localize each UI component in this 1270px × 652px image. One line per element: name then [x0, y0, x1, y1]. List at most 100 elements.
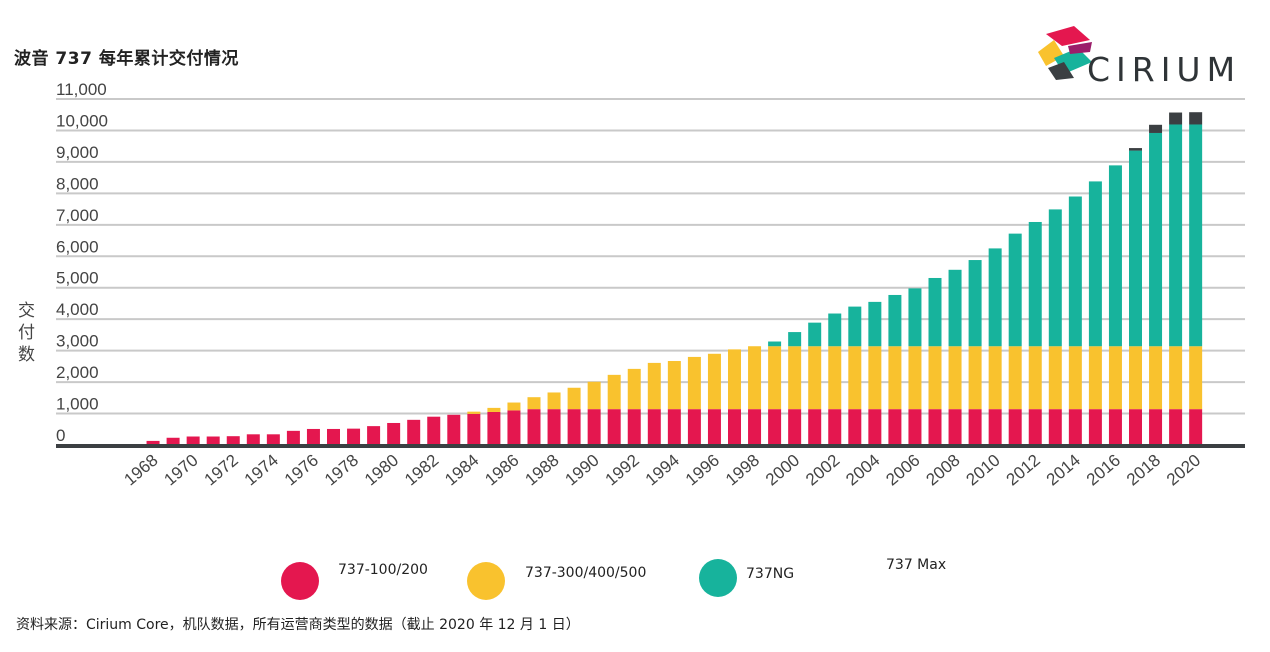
bar-segment: [1008, 346, 1022, 410]
bar-segment: [667, 409, 681, 445]
bar-segment: [1048, 409, 1062, 445]
bar-segment: [1149, 409, 1163, 445]
y-tick-label: 2,000: [56, 363, 99, 382]
bar-segment: [1048, 209, 1062, 347]
x-tick-label: 1968: [120, 451, 161, 490]
bar-segment: [1108, 165, 1122, 347]
bar-segment: [1088, 409, 1102, 445]
y-tick-label: 9,000: [56, 143, 99, 162]
legend-label: 737 Max: [886, 557, 947, 573]
bar-segment: [928, 409, 942, 445]
bar-segment: [547, 392, 561, 410]
bar-segment: [848, 306, 862, 347]
bar-segment: [1028, 221, 1042, 347]
x-tick-label: 2008: [922, 451, 963, 490]
bar-segment: [968, 260, 982, 347]
x-tick-label: 1998: [722, 451, 763, 490]
bar-segment: [387, 422, 401, 445]
chart-title: 波音 737 每年累计交付情况: [14, 49, 239, 69]
bar-segment: [828, 346, 842, 410]
bar-segment: [1189, 124, 1203, 347]
x-tick-label: 1984: [441, 451, 482, 490]
bar-segment: [507, 402, 521, 411]
y-tick-label: 3,000: [56, 332, 99, 351]
x-tick-label: 2006: [882, 451, 923, 490]
bar-segment: [407, 419, 421, 445]
bar-segment: [1149, 346, 1163, 410]
x-tick-label: 1986: [481, 451, 522, 490]
x-tick-label: 1976: [281, 451, 322, 490]
bar-segment: [186, 436, 200, 445]
bar-segment: [607, 409, 621, 445]
bar-segment: [1088, 346, 1102, 410]
bar-segment: [667, 361, 681, 410]
bar-segment: [687, 356, 701, 410]
legend-label: 737NG: [746, 566, 795, 582]
bar-segment: [968, 409, 982, 445]
bar-segment: [768, 341, 782, 347]
x-tick-label: 2018: [1123, 451, 1164, 490]
bar-segment: [567, 409, 581, 445]
bar-segment: [888, 294, 902, 347]
bar-segment: [768, 346, 782, 410]
bar-segment: [246, 434, 260, 445]
x-tick-label: 1990: [562, 451, 603, 490]
bar-segment: [888, 409, 902, 445]
logo-wordmark: CIRIUM: [1087, 50, 1242, 89]
x-tick-label: 2014: [1043, 451, 1084, 490]
bar-segment: [748, 409, 762, 445]
bar-segment: [146, 440, 160, 445]
bar-segment: [707, 353, 721, 410]
bar-segment: [166, 437, 180, 445]
x-tick-label: 1994: [642, 451, 683, 490]
bar-segment: [868, 301, 882, 347]
bar-segment: [1169, 112, 1183, 125]
bar-segment: [1068, 409, 1082, 445]
bar-segment: [487, 411, 501, 445]
cirium-logo-mark-icon: [1038, 26, 1092, 80]
x-tick-label: 1972: [201, 451, 242, 490]
bar-segment: [367, 426, 381, 445]
bar-segment: [527, 397, 541, 410]
y-tick-label: 5,000: [56, 269, 99, 288]
bar-segment: [567, 387, 581, 410]
y-tick-label: 1,000: [56, 395, 99, 414]
cumulative-delivery-chart: 0 1,000 2,000 3,000 4,000 5,000 6,000 7,000 8,00…: [56, 80, 1245, 490]
bar-segment: [647, 409, 661, 445]
bar-segment: [1048, 346, 1062, 410]
bar-segment: [447, 414, 461, 445]
bar-segment: [1068, 196, 1082, 347]
bar-segment: [1129, 346, 1142, 410]
bar-segment: [1068, 346, 1082, 410]
x-tick-label: 1980: [361, 451, 402, 490]
bar-segment: [607, 374, 621, 410]
bar-segment: [928, 277, 942, 347]
bar-segment: [1008, 409, 1022, 445]
bar-segment: [928, 346, 942, 410]
bar-segment: [808, 346, 822, 410]
bar-segment: [1028, 409, 1042, 445]
bar-segment: [1169, 346, 1183, 410]
bar-segment: [868, 409, 882, 445]
x-tick-label: 1970: [161, 451, 202, 490]
legend-swatch: [281, 562, 319, 600]
bar-segment: [1149, 132, 1163, 347]
bar-segment: [808, 409, 822, 445]
x-tick-label: 1974: [241, 451, 282, 490]
bar-segment: [908, 409, 922, 445]
bar-segment: [988, 346, 1002, 410]
x-tick-label: 1988: [521, 451, 562, 490]
bar-segment: [948, 409, 962, 445]
bar-segment: [627, 409, 641, 445]
legend-label: 737-100/200: [338, 562, 428, 578]
bar-segment: [467, 413, 481, 445]
bar-segment: [728, 349, 741, 410]
bar-segment: [487, 407, 501, 412]
bar-segment: [768, 409, 782, 445]
bar-segment: [968, 346, 982, 410]
x-tick-label: 1978: [321, 451, 362, 490]
x-tick-label: 2016: [1083, 451, 1124, 490]
y-tick-label: 6,000: [56, 237, 99, 256]
bar-segment: [1189, 112, 1203, 125]
bar-segment: [1189, 346, 1203, 410]
